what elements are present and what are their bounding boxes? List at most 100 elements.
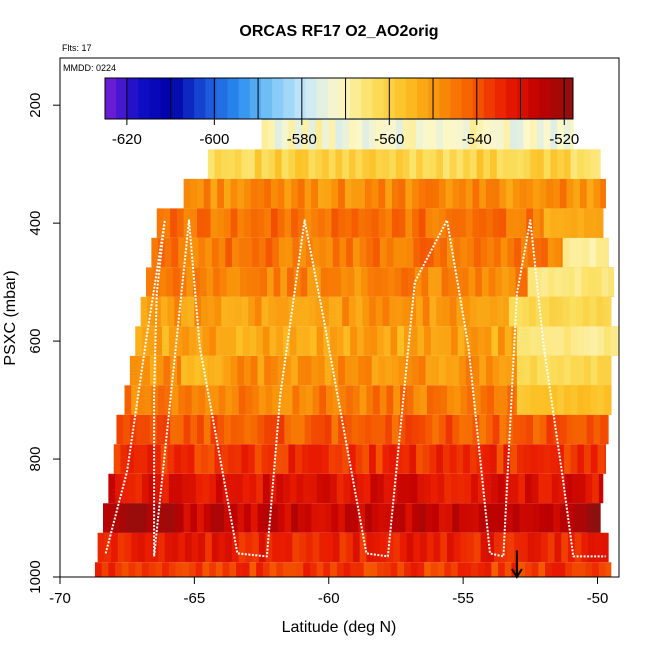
- heatmap-cell: [328, 119, 336, 150]
- heatmap-cell: [221, 296, 229, 327]
- heatmap-cell: [538, 562, 546, 577]
- heatmap-cell: [413, 237, 421, 268]
- heatmap-cell: [338, 503, 346, 533]
- heatmap-cell: [150, 414, 158, 445]
- heatmap-anomaly-cell: [593, 503, 601, 533]
- heatmap-cell: [390, 562, 398, 577]
- heatmap-cell: [433, 385, 441, 415]
- heatmap-cell: [164, 237, 172, 268]
- heatmap-cell: [250, 503, 258, 533]
- y-axis-label: PSXC (mbar): [2, 270, 19, 365]
- heatmap-cell: [301, 296, 309, 327]
- heatmap-cell: [381, 267, 389, 297]
- heatmap-cell: [425, 414, 433, 445]
- heatmap-cell: [559, 414, 567, 445]
- heatmap-cell: [162, 562, 170, 577]
- heatmap-cell: [399, 385, 408, 415]
- heatmap-cell: [498, 562, 506, 577]
- heatmap-cell: [116, 414, 124, 445]
- heatmap-cell: [288, 444, 296, 474]
- heatmap-cell: [473, 237, 481, 268]
- heatmap-cell: [230, 503, 238, 533]
- heatmap-cell: [477, 473, 486, 504]
- heatmap-cell: [258, 237, 266, 268]
- heatmap-cell: [512, 414, 520, 445]
- heatmap-cell: [389, 119, 397, 150]
- heatmap-cell: [398, 414, 406, 445]
- heatmap-cell: [351, 178, 359, 209]
- heatmap-cell: [452, 178, 460, 209]
- heatmap-cell: [566, 503, 574, 533]
- heatmap-cell: [304, 178, 312, 209]
- heatmap-cell: [316, 326, 324, 356]
- heatmap-cell: [369, 149, 377, 179]
- heatmap-cell: [391, 355, 400, 386]
- heatmap-cell: [189, 473, 197, 504]
- heatmap-cell: [159, 267, 167, 297]
- heatmap-cell: [507, 237, 515, 268]
- heatmap-cell: [301, 149, 309, 179]
- heatmap-cell: [163, 355, 171, 386]
- heatmap-cell: [506, 208, 514, 238]
- heatmap-anomaly-cell: [180, 355, 189, 386]
- heatmap-cell: [270, 355, 279, 386]
- heatmap-cell: [342, 149, 350, 179]
- heatmap-cell: [276, 473, 284, 504]
- heatmap-cell: [594, 532, 602, 563]
- heatmap-cell: [409, 296, 417, 327]
- heatmap-cell: [499, 503, 507, 533]
- heatmap-cell: [441, 267, 449, 297]
- heatmap-cell: [189, 562, 197, 577]
- heatmap-anomaly-cell: [541, 267, 549, 297]
- heatmap-anomaly-cell: [160, 503, 168, 533]
- heatmap-cell: [395, 296, 404, 327]
- colorbar-tick-label: -520: [549, 131, 579, 148]
- heatmap-cell: [527, 532, 535, 563]
- heatmap-anomaly-cell: [555, 296, 563, 327]
- heatmap-cell: [170, 414, 178, 445]
- heatmap-cell: [344, 208, 352, 238]
- heatmap-cell: [383, 562, 391, 577]
- heatmap-cell: [473, 532, 481, 563]
- heatmap-cell: [363, 473, 371, 504]
- heatmap-cell: [343, 562, 351, 577]
- heatmap-cell: [202, 473, 210, 504]
- heatmap-cell: [402, 119, 410, 150]
- heatmap-cell: [108, 473, 116, 504]
- heatmap-cell: [565, 473, 573, 504]
- heatmap-anomaly-cell: [584, 149, 592, 179]
- heatmap-anomaly-cell: [154, 503, 162, 533]
- heatmap-cell: [524, 562, 533, 577]
- heatmap-cell: [174, 296, 182, 327]
- heatmap-cell: [184, 385, 193, 415]
- heatmap-cell: [291, 208, 299, 238]
- heatmap-cell: [432, 178, 440, 209]
- heatmap-cell: [453, 532, 461, 563]
- heatmap-cell: [275, 149, 283, 179]
- heatmap-cell: [178, 237, 186, 268]
- heatmap-cell: [559, 178, 567, 209]
- heatmap-cell: [272, 385, 280, 415]
- heatmap-cell: [524, 473, 533, 504]
- heatmap-cell: [522, 267, 530, 297]
- heatmap-cell: [346, 385, 354, 415]
- colorbar-swatch: [528, 78, 540, 119]
- heatmap-cell: [375, 119, 383, 150]
- heatmap-cell: [496, 296, 504, 327]
- heatmap-cell: [447, 237, 455, 268]
- heatmap-anomaly-cell: [557, 355, 565, 386]
- heatmap-cell: [412, 503, 420, 533]
- heatmap-cell: [339, 532, 347, 563]
- heatmap-cell: [254, 296, 262, 327]
- heatmap-anomaly-cell: [127, 503, 135, 533]
- heatmap-cell: [312, 532, 320, 563]
- heatmap-cell: [198, 385, 206, 415]
- heatmap-anomaly-cell: [577, 326, 585, 356]
- colorbar-swatch: [261, 78, 273, 119]
- heatmap-cell: [340, 267, 348, 297]
- heatmap-cell: [499, 178, 507, 209]
- heatmap-cell: [385, 355, 393, 386]
- heatmap-cell: [331, 178, 339, 209]
- colorbar-swatch: [405, 78, 418, 119]
- heatmap-cell: [285, 237, 293, 268]
